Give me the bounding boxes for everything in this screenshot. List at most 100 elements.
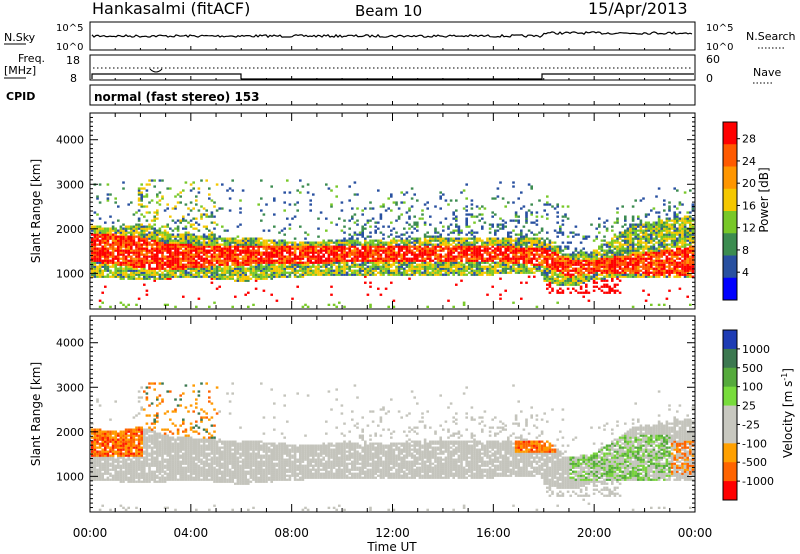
power-cell [200,237,203,240]
power-cell [330,263,333,266]
power-cell [546,279,549,282]
power-cell [551,279,554,282]
power-cell [564,213,567,216]
power-cell [189,239,193,242]
power-cell [629,237,632,240]
power-cell [452,269,455,272]
power-cell [130,229,133,232]
power-cell [338,265,341,268]
power-cell [218,259,221,262]
power-cell [114,239,117,242]
power-cell [325,183,328,186]
power-cell [483,221,487,224]
power-cell [556,273,559,276]
power-cell [644,259,648,262]
power-cell [270,255,273,258]
power-cell [621,257,624,260]
power-cell [449,237,453,240]
power-cell [158,267,162,270]
power-cell [275,259,279,262]
power-cell [369,255,372,258]
power-cell [569,263,572,266]
power-cell [494,197,497,200]
power-cell [530,231,533,234]
power-cell [301,251,305,254]
power-cell [301,267,305,270]
power-cell [150,273,154,276]
power-cell [319,261,323,264]
power-cell [327,261,331,264]
power-cell [426,305,429,308]
power-cell [166,203,169,206]
power-cell [665,257,669,260]
power-cell [556,211,559,214]
power-cell [301,269,305,272]
power-cell [421,217,424,220]
power-cell [387,267,390,270]
power-cell [132,243,136,246]
power-cell [431,239,435,242]
power-cell [590,251,593,254]
power-cell [169,245,172,248]
power-cell [117,241,120,244]
power-cell [530,257,533,260]
power-cell [629,247,632,250]
power-cell [579,271,583,274]
power-cell [530,261,533,264]
power-cell [236,241,240,244]
power-cell [655,267,658,270]
power-cell [187,255,190,258]
power-cell [655,231,658,234]
power-cell [647,221,650,224]
power-cell [611,251,614,254]
power-cell [153,255,156,258]
power-cell [101,271,104,274]
power-cell [273,239,276,242]
power-cell [143,265,146,268]
power-cell [213,249,216,252]
power-cell [309,249,312,252]
power-cell [143,241,146,244]
power-cell [158,263,162,266]
power-cell [371,249,375,252]
power-cell [148,277,151,280]
power-cell [213,235,216,238]
power-cell [119,239,123,242]
power-cell [327,263,331,266]
power-cell [434,249,437,252]
power-cell [98,201,102,204]
power-cell [416,257,419,260]
power-cell [221,271,224,274]
power-cell [278,243,281,246]
power-cell [226,255,229,258]
power-cell [374,265,377,268]
power-cell [605,267,609,270]
power-cell [512,245,515,248]
power-cell [559,249,562,252]
power-cell [267,275,271,278]
power-cell [366,235,370,238]
power-cell [603,253,606,256]
power-cell [418,247,422,250]
power-cell [455,257,458,260]
power-cell [379,255,383,258]
power-cell [257,259,260,262]
power-cell [291,251,294,254]
power-cell [330,221,333,224]
power-cell [338,263,341,266]
power-cell [556,203,559,206]
power-cell [366,241,370,244]
power-cell [111,229,115,232]
power-cell [189,209,193,212]
power-cell [182,269,185,272]
power-cell [197,251,201,254]
power-cell [156,255,159,258]
power-cell [293,249,297,252]
power-cell [166,251,169,254]
power-cell [616,251,619,254]
power-cell [143,257,146,260]
power-cell [647,241,650,244]
power-cell [140,223,143,226]
power-cell [119,273,123,276]
power-cell [535,263,539,266]
